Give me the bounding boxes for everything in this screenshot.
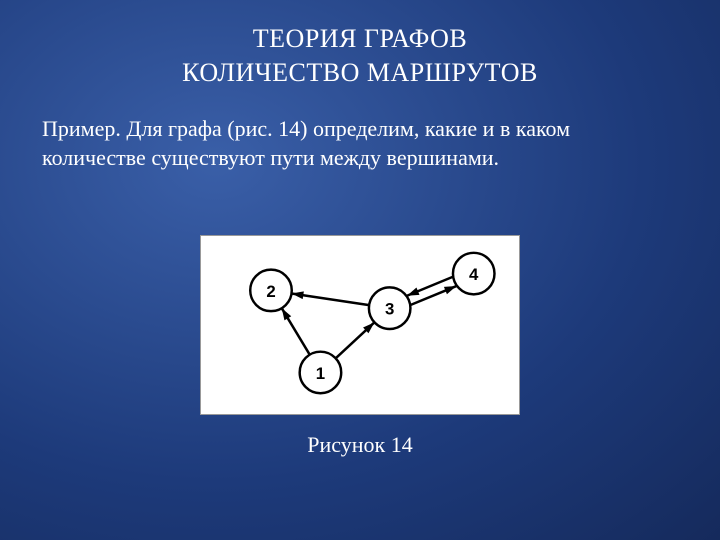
- title-line-2: КОЛИЧЕСТВО МАРШРУТОВ: [0, 56, 720, 90]
- graph-svg: 1 2 3 4: [201, 236, 519, 414]
- graph-node-label: 1: [316, 364, 325, 383]
- body-text: Пример. Для графа (рис. 14) определим, к…: [0, 90, 720, 173]
- arrowhead-icon: [407, 288, 419, 296]
- arrowhead-icon: [282, 308, 292, 320]
- graph-node-label: 3: [385, 300, 394, 319]
- slide-title: ТЕОРИЯ ГРАФОВ КОЛИЧЕСТВО МАРШРУТОВ: [0, 0, 720, 90]
- title-line-1: ТЕОРИЯ ГРАФОВ: [0, 22, 720, 56]
- graph-panel: 1 2 3 4: [200, 235, 520, 415]
- graph-node-label: 4: [469, 265, 479, 284]
- arrowhead-icon: [292, 291, 304, 299]
- figure-caption: Рисунок 14: [0, 432, 720, 458]
- graph-node-label: 2: [266, 282, 275, 301]
- arrowhead-icon: [444, 286, 456, 294]
